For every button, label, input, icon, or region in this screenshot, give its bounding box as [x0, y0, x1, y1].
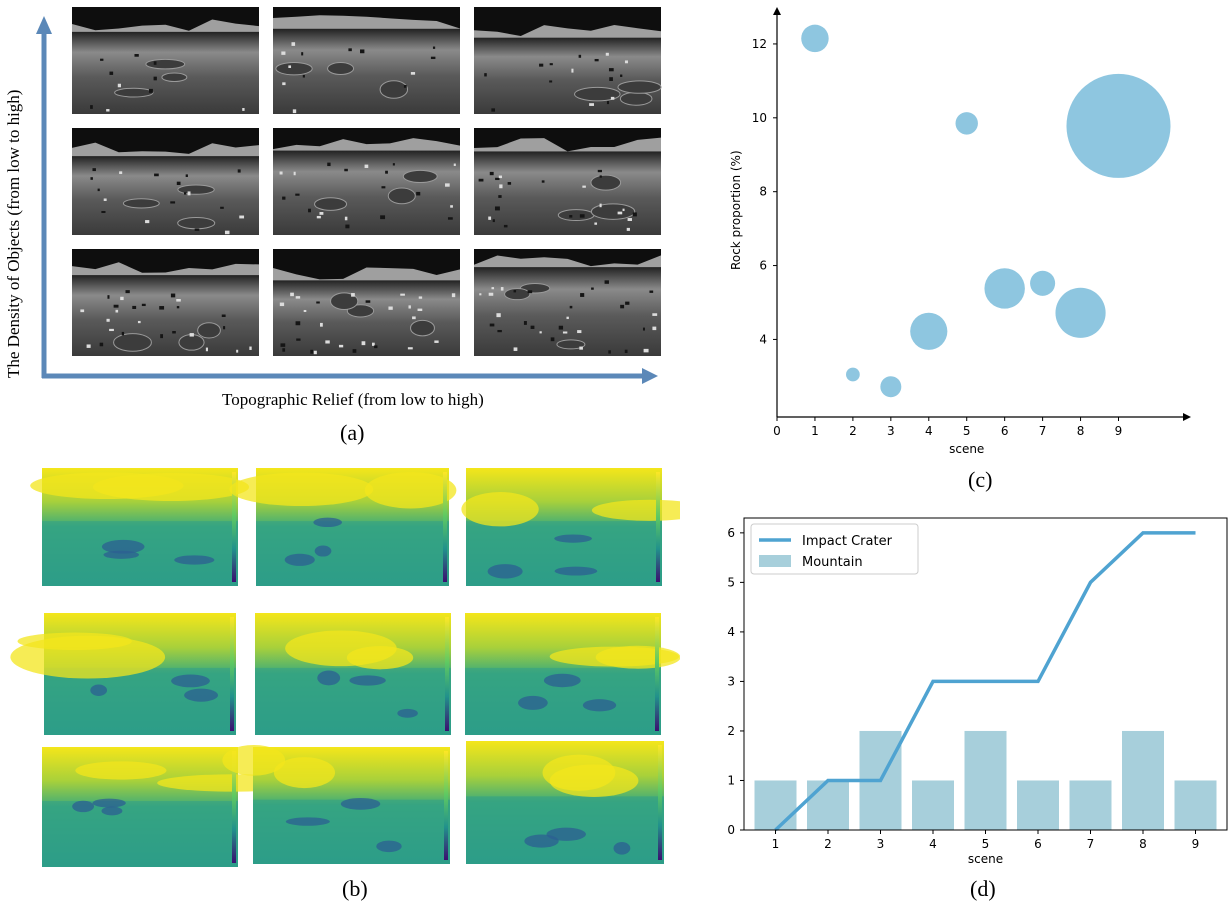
depth-map-image [10, 613, 236, 735]
d-x-tick-label: 2 [824, 837, 832, 851]
depth-colorbar [444, 751, 448, 860]
moon-surface-image [72, 249, 259, 356]
mountain-bar [1174, 780, 1217, 830]
crater-mountain-chart: 0 1 2 3 4 5 6 1 2 3 4 5 6 7 8 9 scene Impact Crater Mounta… [727, 517, 1228, 866]
mountain-bar [964, 730, 1007, 830]
c-x-tick-label: 1 [811, 424, 819, 438]
c-bubble [846, 367, 860, 382]
d-x-axis-label: scene [968, 852, 1003, 866]
moon-surface-image [474, 249, 661, 356]
depth-colorbar [443, 472, 447, 582]
d-x-tick-label: 5 [982, 837, 990, 851]
mountain-bar [754, 780, 797, 830]
d-y-tick-label: 0 [727, 823, 735, 837]
moon-surface-image [273, 249, 460, 356]
d-x-tick-label: 3 [877, 837, 885, 851]
d-legend-bar-swatch [759, 555, 791, 567]
d-x-tick-label: 7 [1087, 837, 1095, 851]
panel-a-label: (a) [340, 420, 365, 445]
depth-map-grid [10, 468, 680, 867]
panel-a-svg [36, 7, 662, 384]
depth-colorbar [445, 617, 449, 731]
mountain-bar [1069, 780, 1112, 830]
c-x-axis-label: scene [949, 442, 984, 456]
c-y-tick-label: 6 [759, 259, 767, 273]
depth-map-image [466, 741, 664, 864]
d-y-tick-label: 4 [727, 625, 735, 639]
moon-surface-image [72, 7, 259, 115]
d-legend-box [750, 523, 919, 575]
c-bubble [1030, 270, 1056, 296]
mountain-bar [912, 780, 954, 830]
d-legend-label: Impact Crater [802, 534, 893, 549]
panel-a-y-arrowhead [36, 16, 52, 34]
mountain-bar [1017, 780, 1059, 830]
c-x-axis-arrow [1183, 413, 1191, 421]
depth-map-image [229, 468, 457, 586]
c-y-axis-label: Rock proportion (%) [729, 150, 743, 270]
depth-colorbar [232, 751, 236, 863]
depth-map-image [30, 468, 250, 586]
c-bubble [910, 312, 948, 350]
panel-b-svg [10, 468, 680, 867]
d-legend: Impact Crater Mountain [750, 523, 919, 575]
c-y-tick-label: 4 [759, 332, 767, 346]
mountain-bar [1122, 730, 1164, 830]
moon-surface-image [72, 128, 259, 235]
panel-a-x-arrowhead [642, 368, 658, 384]
depth-map-image [465, 613, 680, 735]
depth-map-image [461, 468, 680, 586]
d-y-tick-label: 1 [727, 773, 735, 787]
moon-surface-image [273, 7, 460, 115]
d-x-tick-label: 6 [1034, 837, 1042, 851]
c-x-tick-label: 2 [849, 424, 857, 438]
d-x-tick-label: 8 [1139, 837, 1147, 851]
c-bubble [984, 268, 1025, 309]
c-x-tick-label: 8 [1077, 424, 1085, 438]
moon-surface-image [474, 7, 662, 114]
depth-colorbar [658, 745, 662, 860]
moon-photo-grid [72, 7, 662, 356]
c-y-axis-arrow [773, 7, 781, 15]
c-x-tick-label: 3 [887, 424, 895, 438]
c-y-tick-label: 8 [759, 185, 767, 199]
c-x-tick-label: 0 [773, 424, 781, 438]
d-legend-label: Mountain [802, 555, 863, 570]
depth-colorbar [232, 472, 236, 582]
d-x-tick-label: 1 [772, 837, 780, 851]
depth-colorbar [655, 617, 659, 731]
c-x-tick-label: 7 [1039, 424, 1047, 438]
d-y-tick-label: 3 [727, 674, 735, 688]
d-x-tick-label: 9 [1192, 837, 1200, 851]
c-bubble [880, 376, 902, 398]
c-x-tick-label: 4 [925, 424, 933, 438]
depth-map-image [222, 745, 450, 864]
moon-surface-image [474, 128, 661, 235]
mountain-bar [807, 780, 849, 830]
depth-colorbar [230, 617, 234, 731]
panel-c-label: (c) [968, 467, 993, 492]
d-y-tick-label: 5 [727, 575, 735, 589]
c-bubble [801, 24, 829, 53]
depth-map-image [255, 613, 451, 735]
c-x-tick-label: 6 [1001, 424, 1009, 438]
c-x-tick-label: 5 [963, 424, 971, 438]
panel-b-label: (b) [342, 876, 368, 901]
c-bubble [1066, 73, 1171, 178]
panel-a-x-axis-label: Topographic Relief (from low to high) [222, 390, 484, 409]
depth-colorbar [656, 472, 660, 582]
panel-a-y-axis-label: The Density of Objects (from low to high… [4, 89, 23, 378]
c-bubble [955, 112, 978, 135]
d-y-tick-label: 6 [727, 526, 735, 540]
c-y-tick-label: 10 [752, 111, 767, 125]
c-bubble [1055, 287, 1106, 338]
c-y-tick-label: 12 [752, 37, 767, 51]
d-y-tick-label: 2 [727, 724, 735, 738]
c-x-tick-label: 9 [1115, 424, 1123, 438]
moon-surface-image [273, 128, 460, 235]
d-x-tick-label: 4 [929, 837, 937, 851]
panel-d-label: (d) [970, 876, 996, 901]
